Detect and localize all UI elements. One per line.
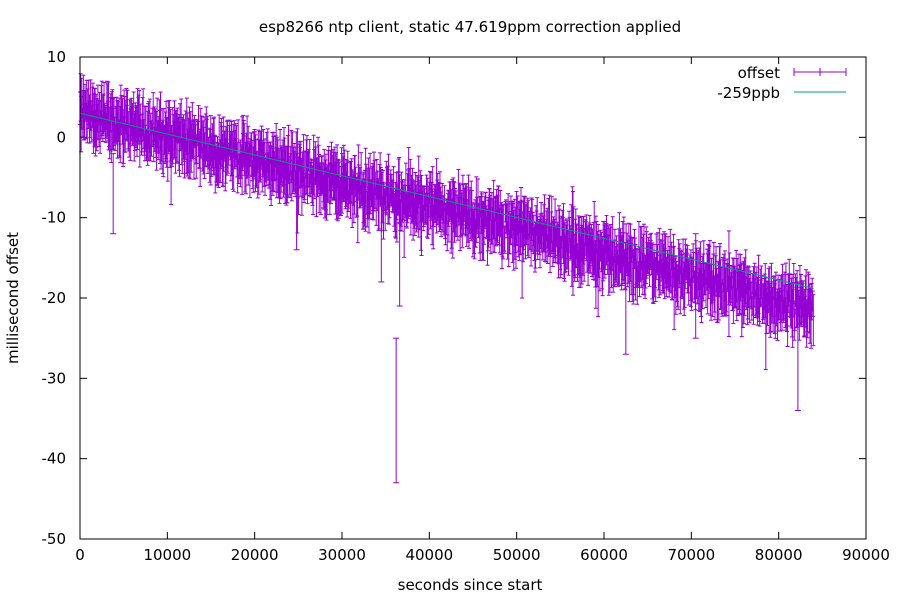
- plot-frame: [79, 56, 867, 540]
- x-tick-label: 20000: [231, 546, 279, 564]
- x-tick-label: 0: [75, 546, 85, 564]
- trend-line: [79, 112, 814, 289]
- y-axis-label: millisecond offset: [4, 232, 22, 364]
- x-tick-label: 90000: [842, 546, 890, 564]
- y-tick-label: -10: [42, 209, 67, 227]
- x-tick-label: 30000: [318, 546, 366, 564]
- x-tick-label: 10000: [143, 546, 191, 564]
- y-tick-label: -30: [42, 369, 67, 387]
- ticks-layer: 0 10000 20000 30000 40000 50000 60000 70000 8000…: [42, 48, 890, 564]
- x-tick-label: 40000: [405, 546, 453, 564]
- x-tick-label: 70000: [667, 546, 715, 564]
- y-tick-label: 0: [56, 128, 66, 146]
- data-layer: [78, 73, 816, 484]
- x-axis-label: seconds since start: [398, 576, 543, 594]
- legend-label-offset: offset: [738, 64, 781, 82]
- x-tick-label: 80000: [755, 546, 803, 564]
- chart-title: esp8266 ntp client, static 47.619ppm cor…: [259, 18, 681, 36]
- y-tick-label: -50: [42, 530, 67, 548]
- legend: offset -259ppb: [717, 64, 847, 102]
- y-tick-label: -20: [42, 289, 67, 307]
- y-tick-label: 10: [47, 48, 66, 66]
- legend-sample-offset: [793, 68, 847, 76]
- x-tick-label: 50000: [493, 546, 541, 564]
- x-tick-label: 60000: [580, 546, 628, 564]
- legend-label-trend: -259ppb: [717, 84, 780, 102]
- y-tick-label: -40: [42, 450, 67, 468]
